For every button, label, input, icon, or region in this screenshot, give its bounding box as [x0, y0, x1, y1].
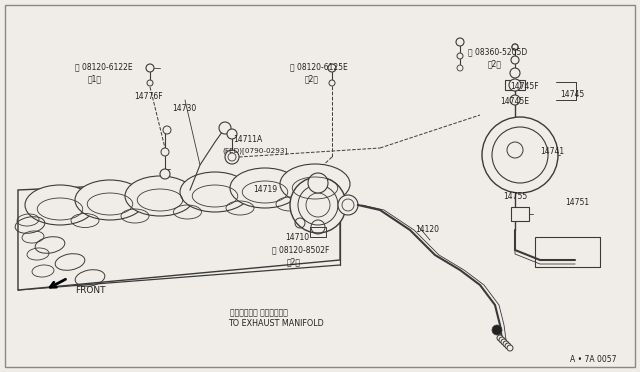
Text: （2）: （2） — [287, 257, 301, 266]
Ellipse shape — [25, 185, 95, 225]
Circle shape — [503, 341, 509, 347]
Polygon shape — [18, 175, 340, 290]
Text: 14776F: 14776F — [134, 92, 163, 101]
Text: Ⓢ 08360-5205D: Ⓢ 08360-5205D — [468, 47, 527, 56]
Circle shape — [457, 53, 463, 59]
Text: 14741: 14741 — [540, 147, 564, 156]
Text: Ⓑ 08120-6125E: Ⓑ 08120-6125E — [290, 62, 348, 71]
Circle shape — [482, 117, 558, 193]
Text: （1）: （1） — [88, 74, 102, 83]
Text: 14710: 14710 — [285, 233, 309, 242]
Text: 14745F: 14745F — [510, 82, 539, 91]
Text: 14120: 14120 — [415, 225, 439, 234]
Text: TO EXHAUST MANIFOLD: TO EXHAUST MANIFOLD — [228, 319, 324, 328]
Circle shape — [338, 195, 358, 215]
Circle shape — [505, 343, 511, 349]
Circle shape — [512, 44, 518, 50]
Text: （2）: （2） — [488, 59, 502, 68]
Text: 14730: 14730 — [172, 104, 196, 113]
Ellipse shape — [125, 176, 195, 216]
Circle shape — [501, 339, 507, 345]
Text: 14751: 14751 — [565, 198, 589, 207]
Text: Ⓑ 08120-6122E: Ⓑ 08120-6122E — [75, 62, 132, 71]
Circle shape — [509, 79, 521, 91]
Text: （2）: （2） — [305, 74, 319, 83]
Circle shape — [497, 335, 503, 341]
Circle shape — [219, 122, 231, 134]
Ellipse shape — [280, 164, 350, 204]
Circle shape — [499, 337, 505, 343]
Ellipse shape — [180, 172, 250, 212]
Circle shape — [160, 169, 170, 179]
Circle shape — [510, 68, 520, 78]
Text: FRONT: FRONT — [75, 286, 106, 295]
Text: 14755: 14755 — [503, 192, 527, 201]
Ellipse shape — [230, 168, 300, 208]
Text: (FED)[0790-0293]: (FED)[0790-0293] — [222, 147, 287, 154]
Text: Ⓑ 08120-8502F: Ⓑ 08120-8502F — [272, 245, 330, 254]
Circle shape — [510, 95, 520, 105]
Circle shape — [163, 126, 171, 134]
Circle shape — [492, 325, 502, 335]
Text: 14745E: 14745E — [500, 97, 529, 106]
Circle shape — [308, 173, 328, 193]
Text: A • 7A 0057: A • 7A 0057 — [570, 355, 616, 364]
Bar — [310, 227, 326, 237]
Circle shape — [511, 56, 519, 64]
Bar — [511, 207, 529, 221]
Text: 14711A: 14711A — [233, 135, 262, 144]
Ellipse shape — [75, 180, 145, 220]
Circle shape — [512, 44, 518, 50]
Circle shape — [456, 38, 464, 46]
Bar — [505, 80, 525, 90]
Circle shape — [227, 129, 237, 139]
Circle shape — [328, 64, 336, 72]
Bar — [535, 237, 600, 267]
Circle shape — [147, 80, 153, 86]
Circle shape — [507, 345, 513, 351]
Circle shape — [329, 80, 335, 86]
Circle shape — [161, 148, 169, 156]
Text: エキゾースト マニホールヘ: エキゾースト マニホールヘ — [230, 308, 288, 317]
Circle shape — [457, 65, 463, 71]
Text: 14719: 14719 — [253, 185, 277, 194]
Circle shape — [225, 150, 239, 164]
Circle shape — [146, 64, 154, 72]
Text: 14745: 14745 — [560, 90, 584, 99]
Circle shape — [290, 177, 346, 233]
